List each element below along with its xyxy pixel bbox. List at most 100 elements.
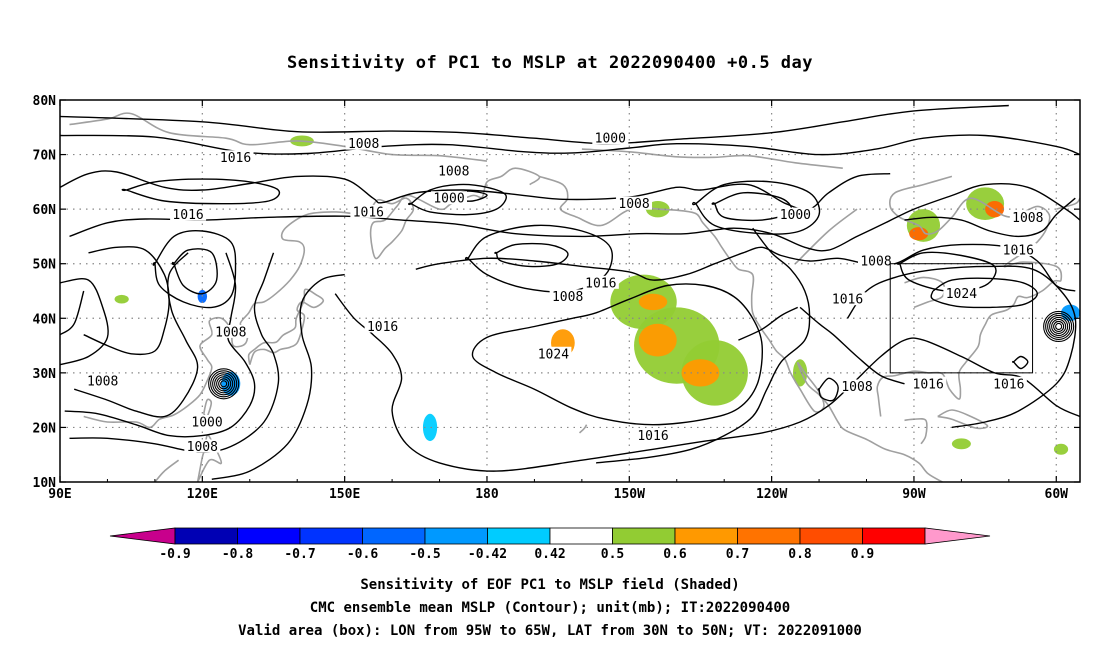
low-center-ring xyxy=(1049,316,1069,337)
contour-label: 1000 xyxy=(780,208,811,223)
colorbar-max-arrow xyxy=(924,527,991,545)
contour-label: 1016 xyxy=(1003,244,1034,259)
axis-ticks: 10N 20N 30N 40N 50N 60N 70N 80N 90E 120E 150E 180 15… xyxy=(33,94,1080,502)
contour-label-bg xyxy=(990,376,1027,390)
coastline xyxy=(196,434,223,483)
map-panel: 1016 1008 1000 1008 1000 1016 1008 1000 1016 1008… xyxy=(33,94,1081,502)
contour-label: 1000 xyxy=(191,415,222,430)
colorbar-box xyxy=(487,527,551,545)
contour-label: 1016 xyxy=(913,377,944,392)
colorbar-box xyxy=(799,527,863,545)
contour-labels: 1016 1008 1000 1008 1000 1016 1008 1000 1016 1008… xyxy=(84,131,1046,455)
colorbar-label: -0.42 xyxy=(468,547,507,562)
lon-tick-label: 150W xyxy=(614,487,645,502)
contour-label: 1008 xyxy=(438,164,469,179)
lat-tick-label: 20N xyxy=(33,421,57,436)
contour-label-bg xyxy=(217,150,254,164)
isobar xyxy=(846,265,1077,429)
lat-tick-label: 70N xyxy=(33,149,57,164)
contour-label-bg xyxy=(1009,210,1046,224)
lat-tick-label: 50N xyxy=(33,258,57,273)
low-center-ring xyxy=(208,368,240,400)
isobar xyxy=(211,273,345,480)
contour-label: 1008 xyxy=(1012,211,1043,226)
footer-line-3: Valid area (box): LON from 95W to 65W, L… xyxy=(238,623,862,639)
contour-label-bg xyxy=(535,346,572,360)
coastline xyxy=(69,112,488,162)
isobar xyxy=(59,104,1009,145)
contour-label-bg xyxy=(943,286,980,300)
colorbar-label: 0.6 xyxy=(663,547,687,562)
isobar-closed xyxy=(171,248,218,295)
colorbar-label: -0.9 xyxy=(159,547,190,562)
low-center-ring xyxy=(1055,322,1063,331)
valid-area-box xyxy=(889,263,1034,374)
contour-label-bg xyxy=(84,374,121,388)
low-center-ring xyxy=(218,378,230,390)
low-center-ring xyxy=(210,370,238,398)
isobar xyxy=(69,183,1081,252)
lon-tick-label: 90E xyxy=(48,487,71,502)
contour-label-bg xyxy=(212,324,249,338)
contour-label-bg xyxy=(184,439,221,453)
colorbar-box xyxy=(549,527,613,545)
low-center-ring xyxy=(212,372,236,396)
isobar-closed xyxy=(407,183,507,216)
isobar xyxy=(596,227,811,464)
isobar-closed xyxy=(1012,355,1029,370)
isobar xyxy=(59,290,85,336)
isobar xyxy=(73,252,199,418)
contour-label: 1016 xyxy=(993,377,1024,392)
shaded-region xyxy=(422,413,438,442)
isobar-closed xyxy=(121,178,281,205)
contour-label-bg xyxy=(829,292,866,306)
contour-label: 1016 xyxy=(832,293,863,308)
low-center-ring xyxy=(1043,310,1075,343)
low-center-ring xyxy=(220,380,228,388)
contour-label-bg xyxy=(635,428,672,442)
colorbar-label: -0.6 xyxy=(347,547,378,562)
colorbar-box xyxy=(674,527,738,545)
lat-tick-label: 80N xyxy=(33,94,57,109)
contour-label-bg xyxy=(549,289,586,303)
isobar xyxy=(59,134,1081,156)
isobar-closed xyxy=(896,251,997,292)
isobar-closed xyxy=(692,180,821,235)
coastline xyxy=(904,417,928,445)
isobar xyxy=(471,283,763,426)
colorbar-label: 0.5 xyxy=(601,547,624,562)
coastline xyxy=(247,288,325,365)
isobar xyxy=(799,306,905,385)
isobar xyxy=(69,252,280,453)
isobar-closed xyxy=(464,224,613,293)
contour-label-bg xyxy=(910,376,947,390)
contour-label: 1008 xyxy=(215,325,246,340)
coastline xyxy=(83,167,541,429)
lat-tick-label: 60N xyxy=(33,203,57,218)
low-pressure-centers xyxy=(208,310,1075,400)
colorbar-box xyxy=(612,527,676,545)
shaded-region xyxy=(1053,443,1069,455)
contour-label: 1000 xyxy=(433,192,464,207)
isobar xyxy=(59,170,891,211)
contour-label: 1008 xyxy=(87,375,118,390)
coastline xyxy=(937,409,989,430)
contour-label-bg xyxy=(839,379,876,393)
lon-tick-label: 120W xyxy=(756,487,787,502)
lon-tick-label: 180 xyxy=(475,487,499,502)
low-center-ring xyxy=(1047,314,1071,339)
isobar-closed xyxy=(817,377,839,402)
isobar-closed xyxy=(152,230,237,309)
contour-label-bg xyxy=(435,163,472,177)
isobar xyxy=(59,278,109,366)
lon-tick-label: 60W xyxy=(1045,487,1069,502)
colorbar-box xyxy=(862,527,926,545)
contour-label-bg xyxy=(1000,243,1037,257)
colorbar-box xyxy=(737,527,801,545)
lat-tick-label: 30N xyxy=(33,367,57,382)
contour-label-bg xyxy=(345,136,382,150)
colorbar-box xyxy=(424,527,488,545)
coastline xyxy=(794,208,858,265)
contour-label: 1008 xyxy=(618,197,649,212)
contour-label: 1008 xyxy=(552,290,583,305)
